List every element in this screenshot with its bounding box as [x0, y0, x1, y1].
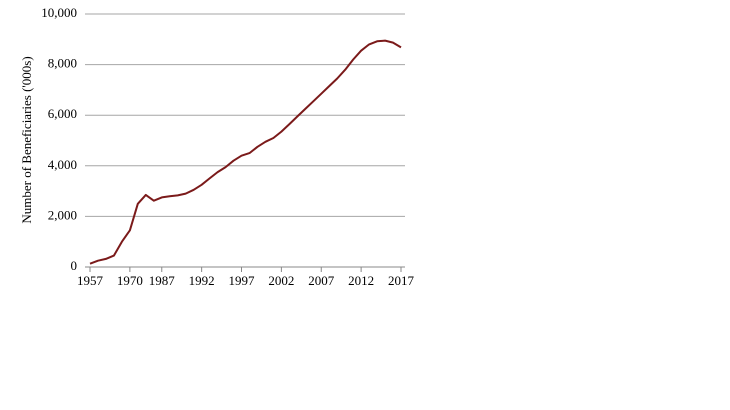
x-tick-label: 2002: [268, 273, 294, 288]
x-tick-label: 1992: [189, 273, 215, 288]
x-tick-label: 2007: [308, 273, 335, 288]
y-tick-label: 0: [71, 258, 78, 273]
y-tick-label: 6,000: [48, 106, 77, 121]
y-tick-label: 8,000: [48, 56, 77, 71]
data-line: [89, 39, 402, 265]
y-tick-label: 10,000: [41, 5, 77, 20]
y-tick-label: 2,000: [48, 207, 77, 222]
y-axis-label: Number of Beneficiaries ('000s): [19, 56, 34, 223]
y-tick-label: 4,000: [48, 157, 77, 172]
x-tick-label: 1970: [117, 273, 143, 288]
x-tick-label: 1997: [229, 273, 256, 288]
x-tick-label: 2012: [348, 273, 374, 288]
x-tick-label: 1957: [77, 273, 104, 288]
x-tick-label: 1987: [149, 273, 176, 288]
x-tick-label: 2017: [388, 273, 415, 288]
